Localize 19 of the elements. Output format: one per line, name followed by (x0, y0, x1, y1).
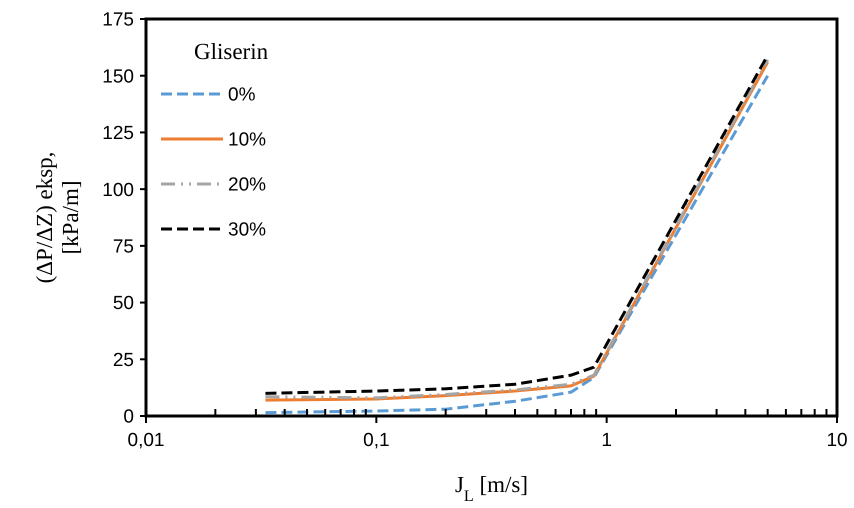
legend-label: 10% (228, 130, 266, 151)
y-tick-label: 100 (102, 180, 134, 201)
y-tick-label: 125 (102, 123, 134, 144)
y-tick-label: 50 (112, 293, 134, 314)
x-tick-label: 0,1 (363, 430, 390, 451)
x-tick-label: 0,01 (128, 430, 164, 451)
legend-label: 0% (228, 84, 256, 106)
legend-title: Gliserin (194, 39, 269, 64)
y-tick-label: 25 (112, 350, 134, 371)
legend-label: 30% (228, 220, 266, 241)
x-axis-title: J$_{L}$ [m/s] (454, 472, 528, 504)
x-tick-label: 1 (601, 430, 612, 451)
y-axis-title: (ΔP/ΔZ) eksp, [kPa/m] (32, 152, 83, 284)
legend-label: 20% (228, 174, 266, 196)
y-tick-label: 150 (102, 66, 134, 88)
x-tick-label: 10 (826, 430, 848, 451)
y-tick-label: 75 (112, 236, 134, 258)
y-tick-label: 0 (123, 406, 134, 428)
y-tick-label: 175 (102, 10, 134, 31)
